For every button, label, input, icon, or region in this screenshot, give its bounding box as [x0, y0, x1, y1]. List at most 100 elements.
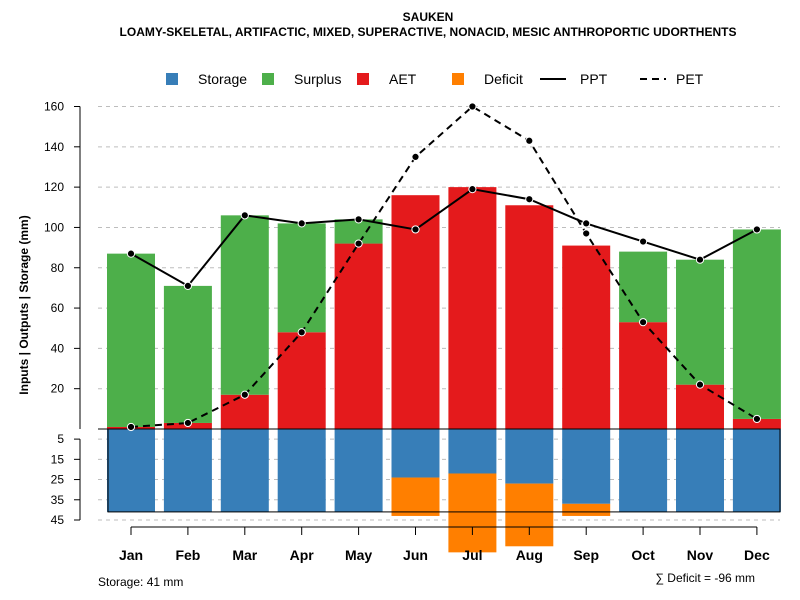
- ppt-point-may: [354, 215, 363, 224]
- series-lines: [126, 102, 762, 432]
- ppt-point-feb: [183, 281, 192, 290]
- ppt-point-dec: [752, 225, 762, 234]
- surplus-bar-mar: [220, 215, 269, 395]
- deficit-bar-sep: [562, 503, 611, 516]
- y-tick-label-40: 40: [51, 341, 65, 355]
- month-label-may: May: [345, 547, 372, 563]
- aet-bar-jul: [448, 187, 497, 429]
- storage-bar-dec: [732, 429, 781, 512]
- storage-note: Storage: 41 mm: [98, 575, 183, 589]
- storage-bar-aug: [505, 429, 554, 484]
- month-label-jan: Jan: [119, 547, 143, 563]
- legend-label-surplus: Surplus: [294, 71, 341, 87]
- ppt-point-oct: [639, 237, 648, 246]
- ppt-point-apr: [297, 219, 306, 228]
- storage-bar-jul: [448, 429, 497, 474]
- ppt-point-jun: [411, 225, 420, 234]
- surplus-bar-jan: [107, 253, 155, 427]
- aet-bar-jun: [391, 195, 440, 429]
- month-label-jul: Jul: [462, 547, 482, 563]
- pet-point-aug: [525, 136, 534, 145]
- deficit-note: ∑ Deficit = -96 mm: [655, 571, 755, 585]
- storage-bar-jun: [391, 429, 440, 478]
- bars: [98, 187, 781, 553]
- y-tick-label-60: 60: [51, 301, 65, 315]
- legend-swatch-aet: [357, 73, 369, 85]
- aet-bar-dec: [732, 418, 781, 429]
- pet-point-jun: [411, 152, 420, 161]
- ppt-point-aug: [525, 195, 534, 204]
- y-tick-label-20: 20: [51, 382, 65, 396]
- aet-bar-may: [334, 243, 383, 429]
- pet-point-jul: [468, 102, 477, 111]
- pet-point-dec: [752, 414, 762, 424]
- storage-bar-may: [334, 429, 383, 512]
- y-tick-label-140: 140: [44, 140, 64, 154]
- pet-line: [130, 105, 758, 428]
- month-label-feb: Feb: [175, 547, 200, 563]
- aet-bar-aug: [505, 205, 554, 429]
- ppt-point-nov: [695, 255, 705, 264]
- aet-bar-apr: [277, 332, 326, 429]
- pet-point-jan: [126, 422, 136, 432]
- deficit-bar-jul: [448, 473, 497, 553]
- y-axis-label: Inputs | Outputs | Storage (mm): [17, 215, 31, 394]
- legend-swatch-storage: [166, 73, 178, 85]
- storage-bar-oct: [619, 429, 668, 512]
- y-tick-label-lower-15: 15: [51, 452, 65, 466]
- ppt-line: [130, 188, 758, 288]
- storage-bar-apr: [277, 429, 326, 512]
- ppt-point-mar: [240, 211, 249, 220]
- legend-label-deficit: Deficit: [484, 71, 523, 87]
- legend-label-aet: AET: [389, 71, 417, 87]
- legend-label-storage: Storage: [198, 71, 247, 87]
- legend: Storage Surplus AET Deficit PPT PET: [166, 71, 704, 87]
- y-tick-label-100: 100: [44, 220, 64, 234]
- deficit-bar-jun: [391, 477, 440, 516]
- month-label-aug: Aug: [516, 547, 543, 563]
- deficit-bar-aug: [505, 483, 554, 547]
- y-tick-label-160: 160: [44, 100, 64, 114]
- month-label-mar: Mar: [232, 547, 257, 563]
- storage-bar-sep: [562, 429, 611, 504]
- surplus-bar-apr: [277, 223, 326, 333]
- storage-bar-jan: [107, 429, 155, 512]
- month-label-apr: Apr: [290, 547, 315, 563]
- surplus-bar-dec: [732, 229, 781, 419]
- chart-subtitle: LOAMY-SKELETAL, ARTIFACTIC, MIXED, SUPER…: [120, 25, 737, 39]
- y-tick-label-lower-45: 45: [51, 513, 65, 527]
- ppt-point-jul: [468, 185, 477, 194]
- pet-point-may: [354, 239, 363, 248]
- pet-point-oct: [639, 318, 648, 327]
- axes: 20 40 60 80 100 120 140 160 5 15 25 35 45 Jan Feb Mar Ap…: [44, 100, 770, 564]
- month-label-oct: Oct: [631, 547, 655, 563]
- month-label-jun: Jun: [403, 547, 428, 563]
- aet-bar-nov: [676, 384, 724, 429]
- surplus-bar-feb: [163, 285, 212, 423]
- storage-bar-feb: [163, 429, 212, 512]
- pet-point-apr: [297, 328, 306, 337]
- month-label-sep: Sep: [573, 547, 599, 563]
- surplus-bar-nov: [676, 259, 724, 385]
- y-tick-label-lower-35: 35: [51, 493, 65, 507]
- surplus-bar-oct: [619, 251, 668, 323]
- storage-bar-mar: [220, 429, 269, 512]
- pet-point-feb: [183, 418, 192, 428]
- pet-point-sep: [582, 229, 591, 238]
- legend-label-pet: PET: [676, 71, 704, 87]
- y-tick-label-lower-25: 25: [51, 473, 65, 487]
- storage-bar-nov: [676, 429, 724, 512]
- pet-point-mar: [240, 390, 249, 399]
- aet-bar-sep: [562, 245, 611, 429]
- aet-bar-mar: [220, 394, 269, 429]
- ppt-point-sep: [582, 219, 591, 228]
- y-tick-label-lower-5: 5: [57, 432, 64, 446]
- aet-bar-oct: [619, 322, 668, 429]
- legend-swatch-deficit: [452, 73, 464, 85]
- y-tick-label-80: 80: [51, 261, 65, 275]
- month-label-dec: Dec: [744, 547, 770, 563]
- y-tick-label-120: 120: [44, 180, 64, 194]
- pet-point-nov: [695, 380, 705, 389]
- legend-swatch-surplus: [262, 73, 274, 85]
